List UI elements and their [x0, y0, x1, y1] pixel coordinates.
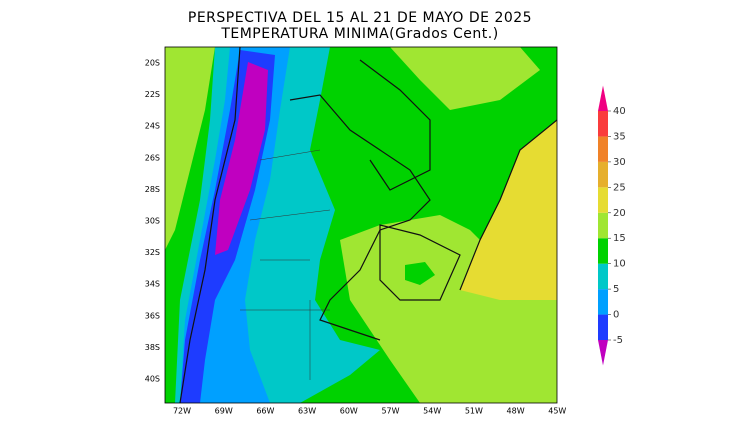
border-line: [179, 47, 241, 403]
colorbar-label: -5: [613, 335, 623, 346]
latitude-label: 34S: [145, 280, 160, 289]
colorbar-segment: [598, 161, 608, 188]
colorbar-segment: [598, 314, 608, 340]
title-line: TEMPERATURA MINIMA(Grados Cent.): [220, 26, 498, 42]
colorbar-segment: [598, 111, 608, 137]
longitude-label: 66W: [256, 407, 274, 416]
province-line: [240, 149, 331, 380]
field-light-green: [340, 215, 557, 403]
colorbar-tip: [598, 85, 608, 111]
field-light-green: [165, 47, 215, 250]
colorbar-label: 5: [613, 284, 619, 295]
latitude-label: 40S: [145, 375, 160, 384]
colorbar-label: 30: [613, 157, 626, 168]
field-green: [405, 262, 435, 285]
border-line: [289, 94, 431, 341]
latitude-label: 28S: [145, 185, 160, 194]
field-purple: [215, 62, 268, 255]
colorbar-label: 15: [613, 233, 626, 244]
colorbar-label: 35: [613, 131, 626, 142]
map: [164, 46, 558, 404]
longitude-label: 72W: [173, 407, 191, 416]
longitude-label: 60W: [340, 407, 358, 416]
latitude-label: 30S: [145, 217, 160, 226]
latitude-label: 20S: [145, 59, 160, 68]
latitude-label: 36S: [145, 311, 160, 320]
field-yellow: [460, 120, 557, 300]
longitude-label: 48W: [507, 407, 525, 416]
longitude-label: 57W: [381, 407, 399, 416]
coastline: [459, 119, 557, 291]
map-frame: [164, 46, 558, 404]
colorbar-label: 40: [613, 106, 626, 117]
colorbar-segment: [598, 187, 608, 213]
colorbar-label: 20: [613, 208, 626, 219]
field-light-green: [390, 47, 540, 110]
colorbar-segment: [598, 289, 608, 315]
latitude-label: 26S: [145, 153, 160, 162]
border-line: [379, 224, 461, 301]
title-line: PERSPECTIVA DEL 15 AL 21 DE MAYO DE 2025: [188, 10, 532, 26]
border-line: [359, 59, 431, 191]
colorbar-segment: [598, 136, 608, 162]
colorbar-label: 10: [613, 259, 626, 270]
latitude-label: 38S: [145, 343, 160, 352]
latitude-label: 32S: [145, 248, 160, 257]
colorbar-tip: [598, 340, 608, 366]
latitude-label: 22S: [145, 90, 160, 99]
colorbar-label: 0: [613, 310, 619, 321]
longitude-label: 54W: [423, 407, 441, 416]
latitude-label: 24S: [145, 122, 160, 131]
longitude-label: 69W: [215, 407, 233, 416]
colorbar-segment: [598, 212, 608, 239]
colorbar-segment: [598, 238, 608, 264]
longitude-label: 51W: [465, 407, 483, 416]
colorbar-segment: [598, 263, 608, 290]
longitude-label: 63W: [298, 407, 316, 416]
colorbar-label: 25: [613, 182, 626, 193]
longitude-label: 45W: [548, 407, 566, 416]
